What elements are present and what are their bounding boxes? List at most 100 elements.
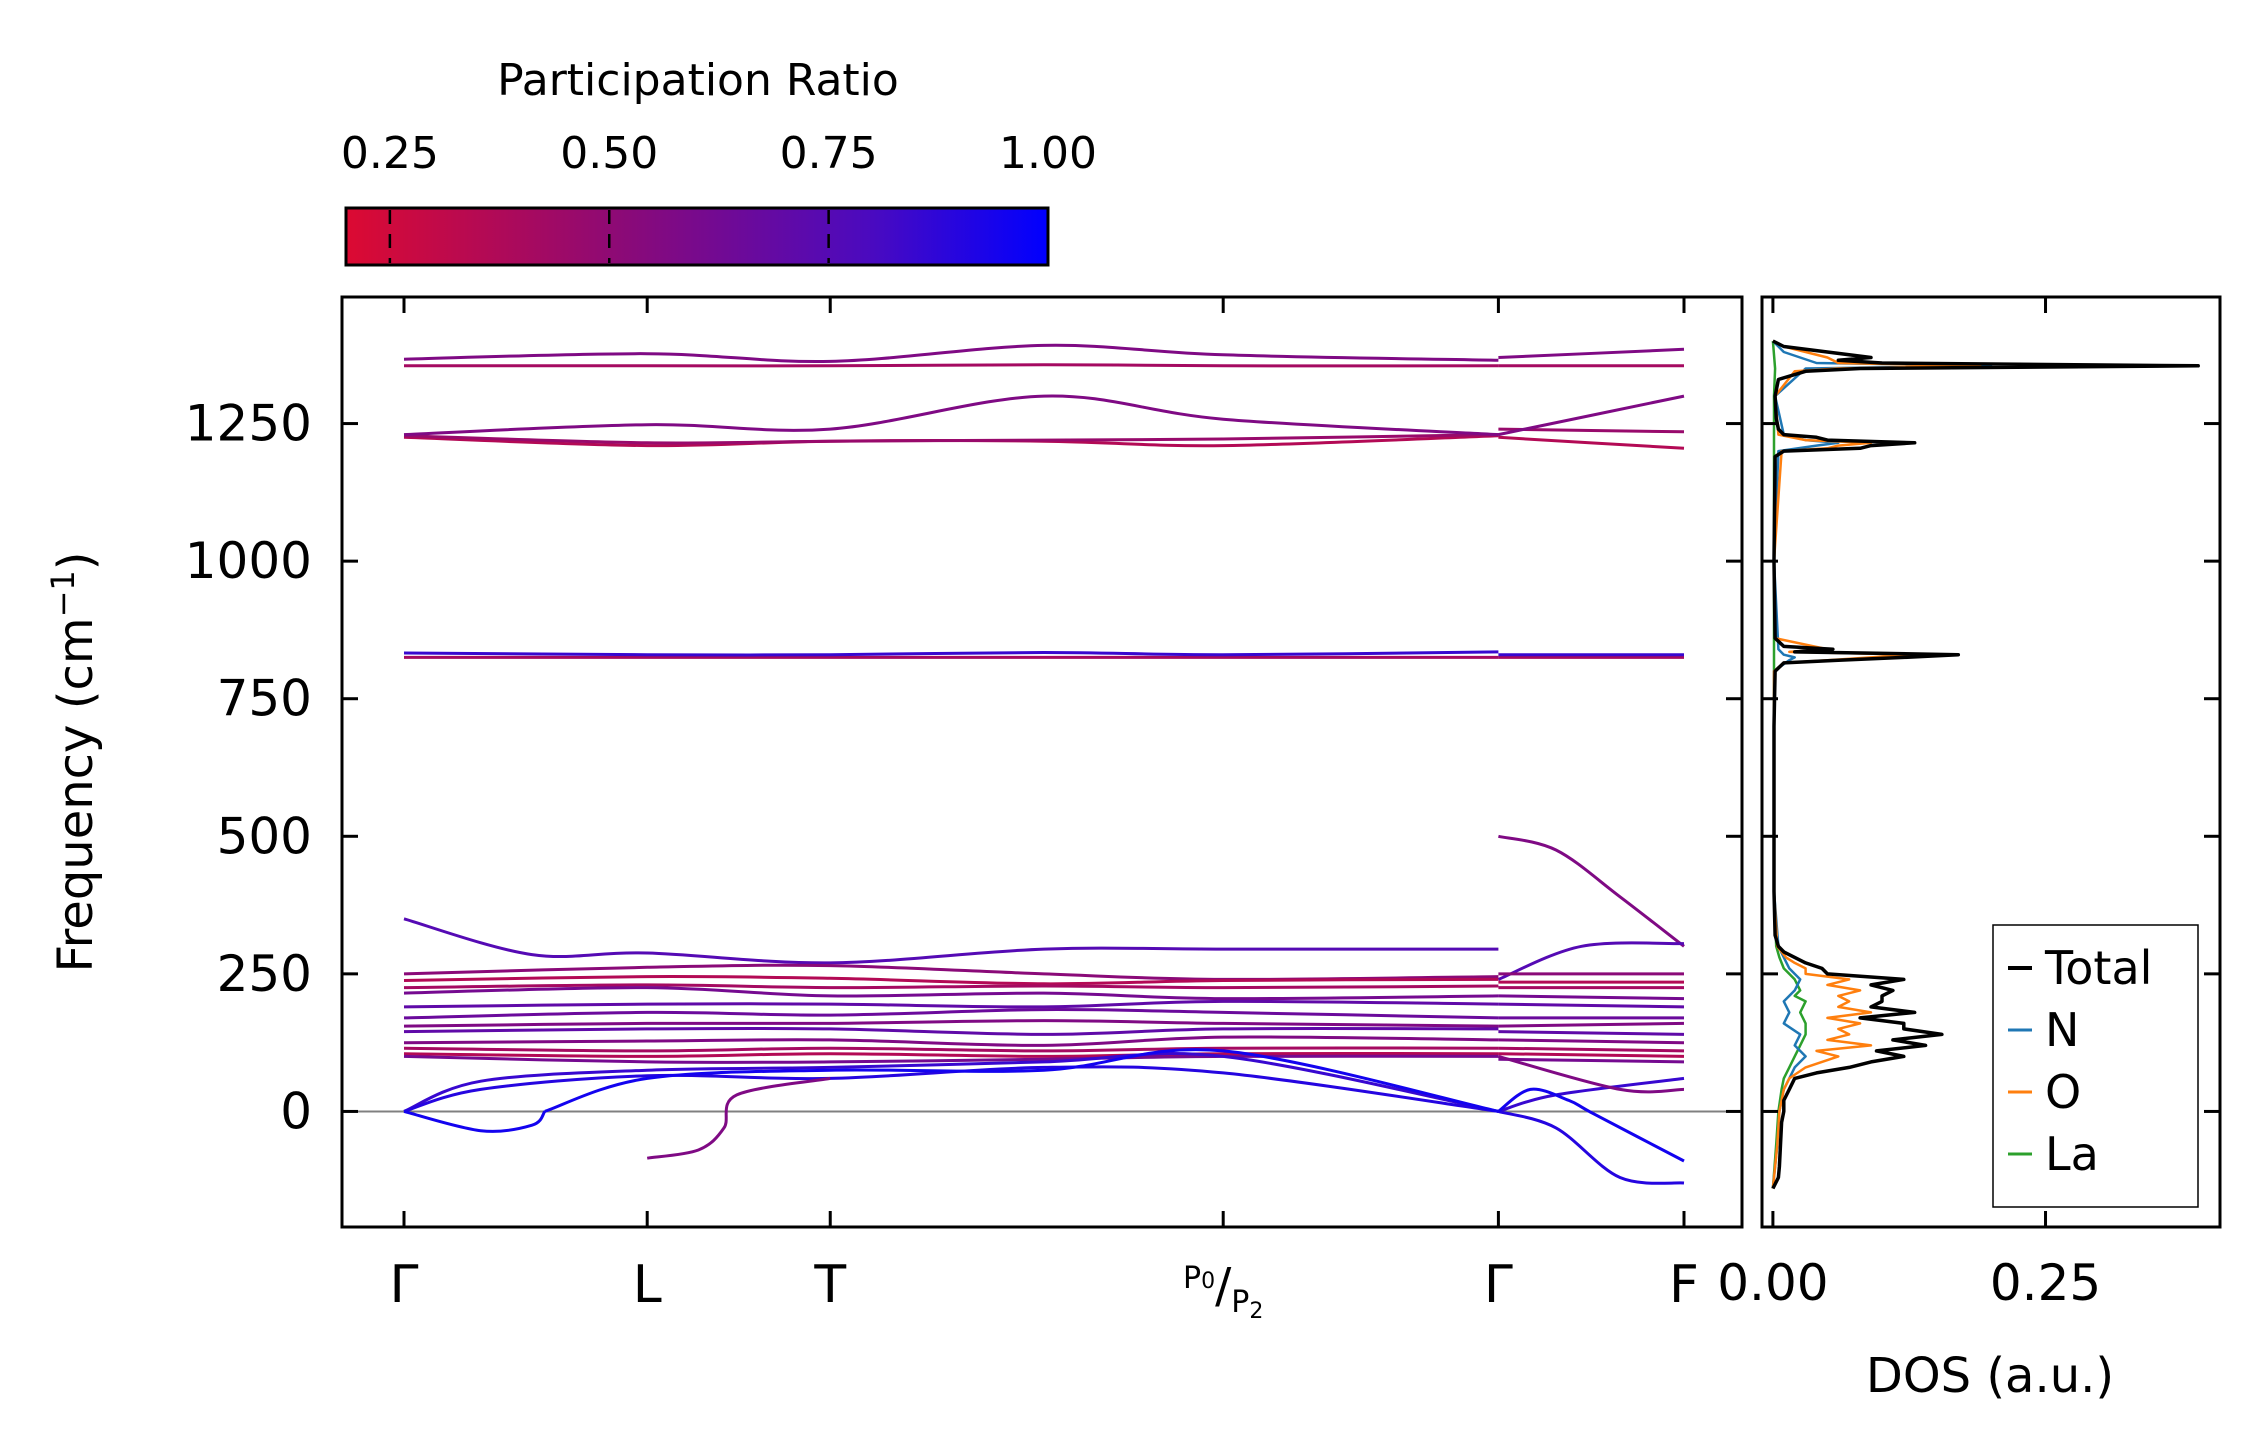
y-tick-label: 1000 xyxy=(185,532,312,590)
legend: Total NO La xyxy=(1992,924,2199,1208)
band-segment xyxy=(403,343,1499,364)
band-segment xyxy=(1498,1054,1685,1094)
band-segment xyxy=(404,363,1499,368)
band-segment xyxy=(1498,347,1685,359)
colorbar-tick-labels: 0.25 0.50 0.75 1.00 xyxy=(341,128,1097,179)
band-segment xyxy=(1498,1057,1685,1064)
dos-x-tick-label: 0.00 xyxy=(1717,1254,1828,1312)
colorbar xyxy=(344,206,1050,267)
band-optical-1370 xyxy=(403,343,1685,364)
band-band-105 xyxy=(403,1051,1685,1058)
band-segment xyxy=(403,1026,1499,1036)
band-segment xyxy=(544,1048,1499,1113)
band-segment xyxy=(1498,1030,1685,1036)
y-tick-label: 500 xyxy=(217,807,312,865)
colorbar-label: Participation Ratio xyxy=(497,55,899,106)
band-acoustic-1 xyxy=(403,1052,1685,1113)
band-segment xyxy=(1498,427,1685,434)
band-segment xyxy=(1497,941,1685,981)
band-segment xyxy=(403,917,1499,965)
y-tick-label: 750 xyxy=(217,670,312,728)
band-optical-1225b xyxy=(403,427,1685,445)
band-optical-833 xyxy=(403,650,1684,657)
band-segment xyxy=(403,1046,1499,1053)
band-band-210 xyxy=(403,986,1685,1001)
kpoint-label-0: Γ xyxy=(390,1255,419,1315)
y-tick-label: 1250 xyxy=(185,395,312,453)
band-segment xyxy=(1497,1076,1685,1113)
band-plot-frame xyxy=(340,295,1744,1229)
band-segment xyxy=(1498,394,1685,437)
legend-label-n: N xyxy=(2045,1003,2079,1057)
band-segment xyxy=(403,1109,547,1133)
band-segment xyxy=(403,1035,1499,1047)
band-acoustic-2 xyxy=(403,1065,1685,1185)
colorbar-tick-label: 0.50 xyxy=(560,128,658,179)
band-segment xyxy=(646,1076,831,1160)
band-segment xyxy=(1498,994,1685,1001)
band-band-235 xyxy=(403,975,1684,986)
band-band-155 xyxy=(403,1019,1685,1028)
band-band-115 xyxy=(403,1046,1685,1053)
kpoint-label-1: L xyxy=(633,1255,662,1315)
band-optical-1240 xyxy=(403,394,1685,437)
band-segment xyxy=(403,1051,1499,1058)
band-band-225 xyxy=(403,983,1684,990)
band-segment xyxy=(403,975,1499,986)
colorbar-tick-label: 0.25 xyxy=(341,128,439,179)
band-segment xyxy=(1498,1002,1685,1009)
band-segment xyxy=(403,983,1499,990)
band-segment xyxy=(1498,834,1685,948)
dos-ticks: 0.00 0.25 xyxy=(1717,297,2220,1312)
band-band-190 xyxy=(403,999,1685,1009)
band-segment xyxy=(403,1008,1499,1020)
band-structure-plot: 0 250 500 750 1000 1250 xyxy=(185,295,1744,1229)
legend-box xyxy=(1992,924,2199,1208)
dos-plot-frame xyxy=(1760,295,2222,1229)
band-segment xyxy=(1498,1021,1685,1028)
band-band-125 xyxy=(403,1035,1685,1047)
colorbar-tick-label: 0.75 xyxy=(780,128,878,179)
band-band-40 xyxy=(1498,1054,1685,1094)
y-axis-label: Frequency (cm−1) xyxy=(44,551,104,972)
band-segment xyxy=(403,433,1499,445)
band-segment xyxy=(403,1052,1499,1113)
legend-label-la: La xyxy=(2045,1127,2099,1181)
band-imaginary-L xyxy=(646,1076,831,1160)
y-tick-label: 0 xyxy=(280,1082,312,1140)
band-band-350 xyxy=(403,917,1685,981)
band-optical-1360 xyxy=(404,363,1684,368)
band-lines xyxy=(403,343,1685,1185)
band-segment xyxy=(403,1054,1499,1064)
dos-x-axis-label: DOS (a.u.) xyxy=(1866,1348,2114,1404)
kpoint-label-4: Γ xyxy=(1484,1255,1513,1315)
legend-label-o: O xyxy=(2045,1065,2081,1119)
band-segment xyxy=(403,986,1499,1001)
band-segment xyxy=(403,650,1499,657)
dos-plot: 0.00 0.25 xyxy=(1717,295,2222,1312)
y-ticks: 0 250 500 750 1000 1250 xyxy=(185,395,1742,1140)
band-segment xyxy=(403,1065,1499,1113)
y-tick-label: 250 xyxy=(217,945,312,1003)
dos-line-total xyxy=(1771,339,2200,1190)
band-segment xyxy=(1498,1038,1685,1045)
band-segment xyxy=(403,999,1499,1009)
dos-lines xyxy=(1771,339,2200,1190)
colorbar-ticks xyxy=(388,210,1050,263)
legend-label-total: Total xyxy=(2044,941,2152,995)
colorbar-tick-label: 1.00 xyxy=(999,128,1097,179)
band-gamma-F-500 xyxy=(1498,834,1685,948)
band-segment xyxy=(1498,435,1685,450)
band-band-170 xyxy=(403,1008,1684,1020)
band-segment xyxy=(1497,1087,1685,1163)
band-band-145 xyxy=(403,1026,1685,1036)
band-segment xyxy=(403,1019,1499,1028)
kpoint-ticks xyxy=(402,297,1686,1227)
band-segment xyxy=(403,394,1499,437)
kpoint-label-2: T xyxy=(813,1255,846,1315)
band-segment xyxy=(1498,1046,1685,1053)
dos-x-tick-label: 0.25 xyxy=(1990,1254,2101,1312)
band-segment xyxy=(1498,1052,1685,1058)
band-acoustic-3 xyxy=(403,1048,1685,1163)
